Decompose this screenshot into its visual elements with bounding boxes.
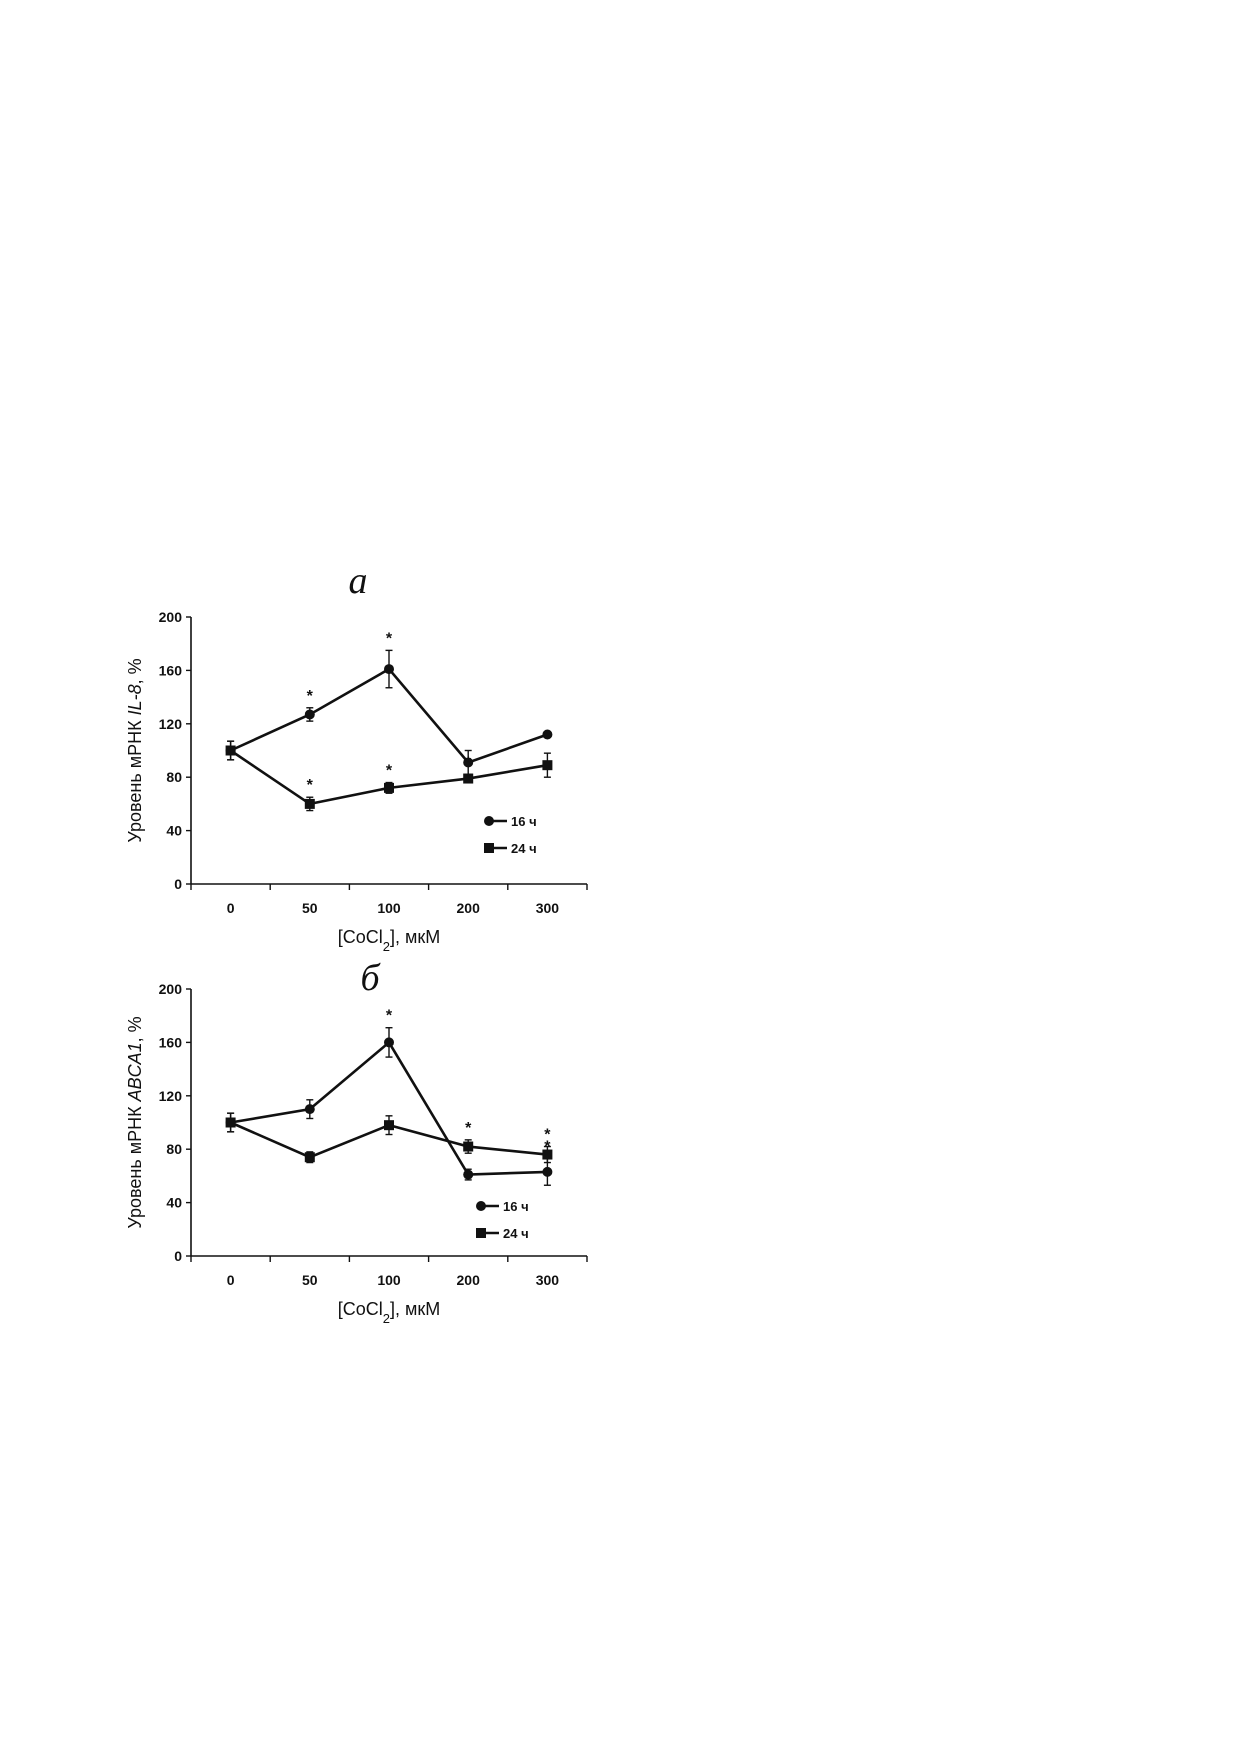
legend-item: 24 ч: [484, 841, 537, 856]
x-axis-title-subscript: 2: [383, 939, 390, 954]
y-tick-label: 160: [159, 662, 183, 678]
y-tick-label: 80: [166, 769, 182, 785]
data-point: [225, 745, 236, 756]
data-point: [384, 1120, 394, 1131]
data-point: [463, 757, 474, 768]
x-tick-label: 100: [377, 1272, 401, 1288]
legend-item: 16 ч: [476, 1199, 529, 1214]
data-point: [304, 798, 315, 809]
x-axis-title: [CoCl2], мкМ: [338, 927, 441, 954]
y-tick-label: 200: [159, 609, 183, 625]
y-tick-label: 120: [159, 1088, 183, 1104]
x-axis-title-part: [CoCl: [338, 1299, 383, 1319]
significance-star: *: [544, 1127, 551, 1144]
y-tick-label: 40: [166, 823, 182, 839]
series-2: * *: [225, 1112, 553, 1164]
y-axis-title-part: Уровень мРНК: [125, 1101, 145, 1228]
legend-label: 24 ч: [511, 841, 537, 856]
y-tick-label: 160: [159, 1034, 183, 1050]
legend-label: 16 ч: [503, 1199, 529, 1214]
chart-panel-1: а 0 40 80 120 160 200 0 50 100 200 300 [CoCl2], мкМ У…: [125, 560, 588, 954]
significance-star: *: [307, 777, 314, 794]
y-axis-title-part: , %: [125, 1016, 145, 1042]
x-tick-label: 200: [457, 1272, 481, 1288]
y-axis-title-gene: IL-8: [125, 684, 145, 715]
x-tick-label: 300: [536, 1272, 560, 1288]
legend-marker: [476, 1201, 486, 1211]
legend-item: 24 ч: [476, 1226, 529, 1241]
y-axis-title-part: Уровень мРНК: [125, 715, 145, 842]
x-axis-title: [CoCl2], мкМ: [338, 1299, 441, 1326]
x-tick-label: 0: [227, 900, 235, 916]
data-point: [384, 782, 394, 793]
data-point: [304, 709, 315, 720]
y-tick-label: 40: [166, 1195, 182, 1211]
data-point: [384, 1037, 394, 1048]
x-tick-label: 100: [377, 900, 401, 916]
data-point: [463, 1141, 474, 1152]
significance-star: *: [307, 688, 314, 705]
significance-star: *: [386, 1008, 393, 1025]
x-tick-label: 50: [302, 900, 318, 916]
data-point: [384, 664, 394, 675]
y-tick-label: 120: [159, 716, 183, 732]
data-point: [463, 773, 474, 784]
series-1: **: [225, 630, 553, 776]
x-axis-title-part: [CoCl: [338, 927, 383, 947]
data-point: [542, 729, 553, 740]
y-tick-label: 0: [174, 1248, 182, 1264]
y-tick-label: 200: [159, 981, 183, 997]
series-1: **: [225, 1008, 553, 1186]
y-tick-label: 0: [174, 876, 182, 892]
legend-label: 16 ч: [511, 814, 537, 829]
chart-panel-2: б 0 40 80 120 160 200 0 50 100 200 300 [CoCl2], мкМ У…: [125, 957, 588, 1326]
series-2: * * *: [225, 740, 553, 812]
x-axis-title-part: ], мкМ: [390, 1299, 440, 1319]
x-tick-label: 300: [536, 900, 560, 916]
y-axis-title-gene: ABCA1: [125, 1042, 145, 1102]
data-point: [304, 1104, 315, 1115]
legend-marker: [484, 843, 494, 853]
panel-letter: б: [360, 957, 381, 999]
legend-label: 24 ч: [503, 1226, 529, 1241]
series-line: [230, 1040, 548, 1176]
y-tick-label: 80: [166, 1141, 182, 1157]
significance-star: *: [465, 1120, 472, 1137]
y-axis-title: Уровень мРНК IL-8, %: [125, 658, 145, 842]
significance-star: *: [465, 755, 472, 772]
y-axis-title: Уровень мРНК ABCA1, %: [125, 1016, 145, 1228]
legend-marker: [476, 1228, 486, 1238]
data-point: [542, 760, 553, 771]
x-tick-label: 200: [457, 900, 481, 916]
significance-star: *: [386, 763, 393, 780]
data-point: [225, 1117, 236, 1128]
y-axis-title-part: , %: [125, 658, 145, 684]
panel-letter: а: [349, 560, 368, 602]
x-axis-title-part: ], мкМ: [390, 927, 440, 947]
legend-item: 16 ч: [484, 814, 537, 829]
data-point: [304, 1152, 315, 1163]
x-tick-label: 50: [302, 1272, 318, 1288]
x-axis-title-subscript: 2: [383, 1311, 390, 1326]
significance-star: *: [386, 630, 393, 647]
data-point: [542, 1166, 553, 1177]
x-tick-label: 0: [227, 1272, 235, 1288]
legend-marker: [484, 816, 494, 826]
data-point: [463, 1169, 474, 1180]
data-point: [542, 1149, 553, 1160]
